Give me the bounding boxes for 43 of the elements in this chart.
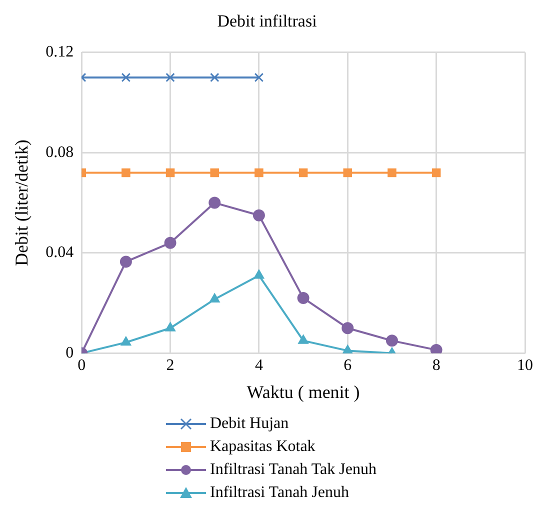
point: [342, 344, 353, 354]
point: [298, 168, 308, 178]
point: [120, 256, 132, 268]
point: [166, 72, 175, 82]
point: [297, 292, 310, 304]
point: [254, 168, 264, 178]
point: [342, 322, 354, 334]
point: [210, 168, 220, 178]
legend-label: Infiltrasi Tanah Jenuh: [210, 484, 349, 501]
x-tick-label: 8: [432, 357, 440, 374]
y-axis-title: Debit (liter/detik): [12, 140, 32, 266]
point: [164, 236, 176, 249]
point: [430, 344, 442, 354]
point: [254, 72, 264, 82]
point: [208, 196, 221, 209]
point: [252, 209, 265, 222]
x-tick-label: 0: [78, 357, 86, 374]
x-tick-label: 6: [344, 357, 352, 374]
x-tick-label: 4: [254, 357, 263, 374]
x-axis-title: Waktu ( menit ): [246, 382, 360, 402]
y-tick-label: 0: [66, 344, 74, 362]
point: [343, 168, 352, 178]
point: [122, 168, 130, 178]
y-tick-label: 0.12: [46, 44, 74, 61]
point: [432, 168, 441, 178]
point: [298, 334, 309, 344]
point: [210, 72, 220, 82]
x-tick-label: 10: [517, 357, 533, 374]
y-tick-label: 0.08: [46, 144, 74, 161]
legend-label: Infiltrasi Tanah Tak Jenuh: [210, 461, 376, 478]
point: [254, 269, 264, 279]
y-tick-label: 0.04: [46, 244, 74, 262]
point: [388, 168, 396, 178]
point: [120, 336, 132, 346]
legend-label: Debit Hujan: [210, 415, 289, 432]
point: [121, 72, 131, 82]
point: [165, 322, 176, 332]
legend-label: Kapasitas Kotak: [210, 438, 316, 455]
point: [386, 334, 398, 347]
x-tick-label: 2: [166, 357, 174, 374]
point: [209, 293, 220, 303]
point: [166, 168, 175, 178]
chart-title: Debit infiltrasi: [217, 12, 318, 31]
